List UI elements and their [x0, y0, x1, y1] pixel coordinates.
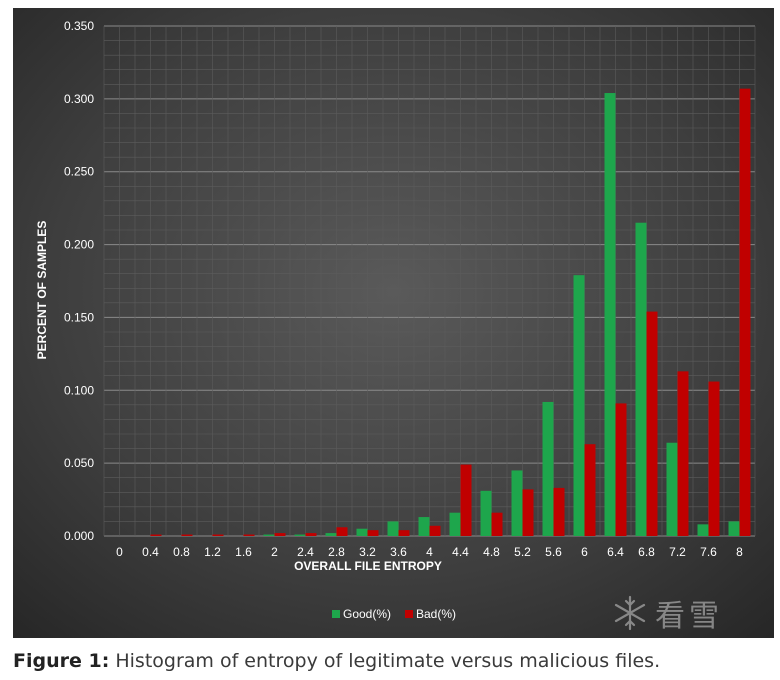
bar-good [449, 512, 461, 536]
bar-bad [305, 533, 317, 536]
y-tick-label: 0.350 [64, 19, 94, 33]
bar-good [697, 524, 709, 536]
x-tick-label: 2.8 [328, 545, 345, 559]
bar-good [542, 401, 554, 536]
bar-bad [367, 530, 379, 536]
bar-bad [243, 534, 255, 536]
x-tick-label: 2 [271, 545, 278, 559]
bar-bad [181, 534, 193, 536]
bar-bad [150, 534, 162, 536]
watermark: 看雪 [611, 593, 731, 634]
caption-label: Figure 1: [13, 650, 110, 672]
y-tick-label: 0.200 [64, 238, 94, 252]
bar-good [387, 521, 399, 536]
bar-good [635, 222, 647, 536]
bar-bad [460, 464, 472, 536]
legend: Good(%) Bad(%) [332, 607, 456, 621]
bar-bad [429, 525, 441, 536]
bar-good [356, 528, 368, 536]
bar-bad [212, 534, 224, 536]
figure-caption: Figure 1: Histogram of entropy of legiti… [13, 650, 660, 672]
x-tick-label: 4.8 [483, 545, 500, 559]
x-tick-label: 6.4 [607, 545, 624, 559]
x-axis-title: OVERALL FILE ENTROPY [294, 559, 442, 573]
caption-text: Histogram of entropy of legitimate versu… [109, 650, 661, 672]
watermark-text: 看雪 [655, 599, 723, 634]
x-tick-labels: 0 0.4 0.8 1.2 1.6 2 2.4 2.8 3.2 3.6 4 4.4 4.8 5.2 5.6 6… [116, 545, 743, 559]
legend-label: Good(%) [343, 607, 391, 621]
y-tick-label: 0.000 [64, 529, 94, 543]
entropy-histogram: 0.000 0.050 0.100 0.150 0.200 0.250 0.300 0.350… [13, 8, 774, 638]
bar-bad [708, 381, 720, 536]
x-tick-label: 5.2 [514, 545, 531, 559]
bar-good [294, 534, 306, 536]
bar-bad [553, 487, 565, 536]
x-tick-label: 7.6 [700, 545, 717, 559]
chart-panel: 0.000 0.050 0.100 0.150 0.200 0.250 0.300 0.350… [13, 8, 774, 638]
bar-bad [491, 512, 503, 536]
x-tick-label: 7.2 [669, 545, 686, 559]
x-tick-label: 1.2 [204, 545, 221, 559]
legend-swatch [332, 610, 340, 618]
bar-good [666, 442, 678, 536]
bar-bad [274, 533, 286, 536]
y-tick-label: 0.300 [64, 92, 94, 106]
bar-good [511, 470, 523, 536]
bar-good [325, 533, 337, 536]
bar-bad [584, 444, 596, 536]
bar-good [418, 517, 430, 536]
bar-bad [677, 371, 689, 536]
bar-good [480, 490, 492, 536]
bar-bad [646, 311, 658, 536]
x-tick-label: 3.6 [390, 545, 407, 559]
y-tick-label: 0.150 [64, 310, 94, 324]
x-tick-label: 0.4 [142, 545, 159, 559]
bar-bad [739, 88, 751, 537]
x-tick-label: 4 [426, 545, 433, 559]
y-tick-label: 0.250 [64, 165, 94, 179]
x-tick-label: 5.6 [545, 545, 562, 559]
snowflake-icon [614, 595, 646, 631]
x-tick-label: 0 [116, 545, 123, 559]
x-tick-label: 3.2 [359, 545, 376, 559]
bars [150, 88, 751, 537]
x-tick-label: 6.8 [638, 545, 655, 559]
legend-label: Bad(%) [416, 607, 456, 621]
bar-good [728, 521, 740, 536]
x-tick-label: 1.6 [235, 545, 252, 559]
x-tick-label: 0.8 [173, 545, 190, 559]
bar-bad [398, 530, 410, 536]
x-tick-label: 6 [581, 545, 588, 559]
bar-good [604, 93, 616, 537]
legend-swatch [405, 610, 413, 618]
y-tick-labels: 0.000 0.050 0.100 0.150 0.200 0.250 0.300 0.350 [64, 19, 94, 543]
chart-background [13, 8, 774, 638]
y-axis-title: PERCENT OF SAMPLES [35, 221, 49, 360]
x-tick-label: 4.4 [452, 545, 469, 559]
y-tick-label: 0.100 [64, 383, 94, 397]
bar-good [263, 534, 275, 536]
bar-bad [615, 403, 627, 536]
y-tick-label: 0.050 [64, 456, 94, 470]
x-tick-label: 2.4 [297, 545, 314, 559]
x-tick-label: 8 [736, 545, 743, 559]
bar-bad [336, 527, 348, 536]
bar-good [573, 275, 585, 536]
bar-bad [522, 489, 534, 536]
